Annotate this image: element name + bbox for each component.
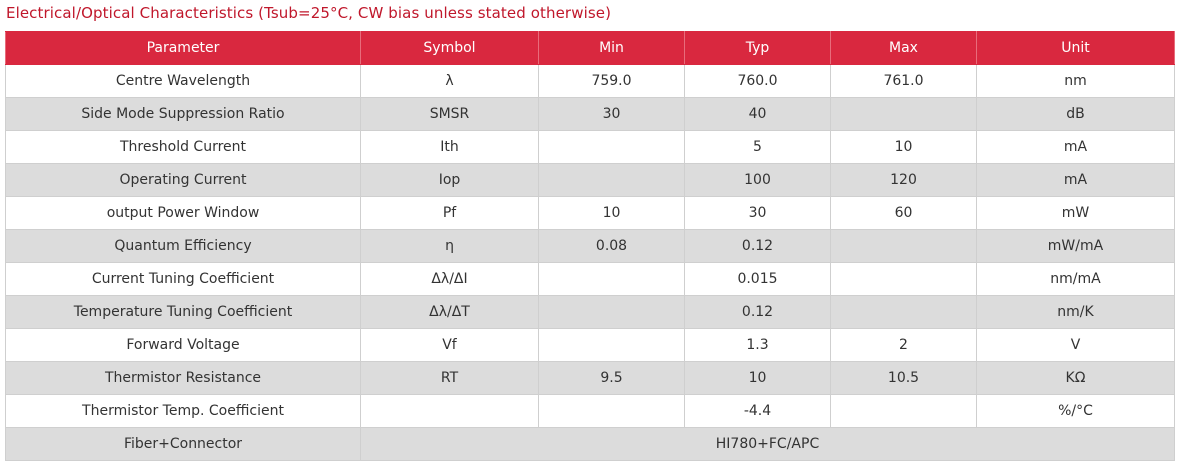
unit-cell: KΩ — [976, 361, 1175, 395]
typ-cell: 1.3 — [684, 328, 831, 362]
unit-cell: nm — [976, 64, 1175, 98]
max-cell: 2 — [830, 328, 977, 362]
unit-cell: nm/K — [976, 295, 1175, 329]
typ-cell: 10 — [684, 361, 831, 395]
min-cell — [538, 262, 685, 296]
min-cell: 10 — [538, 196, 685, 230]
min-cell — [538, 328, 685, 362]
max-cell — [830, 295, 977, 329]
min-cell — [538, 394, 685, 428]
min-cell: 759.0 — [538, 64, 685, 98]
unit-cell: dB — [976, 97, 1175, 131]
symbol-cell: SMSR — [360, 97, 539, 131]
parameter-cell: Threshold Current — [5, 130, 361, 164]
typ-cell: 0.015 — [684, 262, 831, 296]
symbol-cell: Δλ/ΔT — [360, 295, 539, 329]
characteristics-table: Parameter Symbol Min Typ Max Unit Centre… — [5, 31, 1175, 461]
min-cell — [538, 130, 685, 164]
typ-cell: 5 — [684, 130, 831, 164]
max-cell: 10.5 — [830, 361, 977, 395]
typ-cell: 40 — [684, 97, 831, 131]
min-cell: 0.08 — [538, 229, 685, 263]
fiber-connector-value: HI780+FC/APC — [360, 427, 1175, 461]
min-cell — [538, 295, 685, 329]
parameter-cell: Thermistor Resistance — [5, 361, 361, 395]
max-cell: 10 — [830, 130, 977, 164]
max-cell — [830, 394, 977, 428]
parameter-cell: Operating Current — [5, 163, 361, 197]
symbol-cell: Iop — [360, 163, 539, 197]
symbol-cell: Δλ/ΔI — [360, 262, 539, 296]
max-cell — [830, 229, 977, 263]
symbol-cell: Pf — [360, 196, 539, 230]
symbol-cell: Vf — [360, 328, 539, 362]
table-row: Forward Voltage Vf 1.3 2 V — [5, 328, 1175, 362]
unit-cell: mW — [976, 196, 1175, 230]
parameter-cell: Thermistor Temp. Coefficient — [5, 394, 361, 428]
symbol-cell: η — [360, 229, 539, 263]
typ-cell: -4.4 — [684, 394, 831, 428]
symbol-cell: RT — [360, 361, 539, 395]
max-cell: 60 — [830, 196, 977, 230]
parameter-cell: output Power Window — [5, 196, 361, 230]
typ-cell: 760.0 — [684, 64, 831, 98]
parameter-cell: Current Tuning Coefficient — [5, 262, 361, 296]
column-header-unit: Unit — [976, 31, 1175, 65]
table-row: Quantum Efficiency η 0.08 0.12 mW/mA — [5, 229, 1175, 263]
typ-cell: 30 — [684, 196, 831, 230]
typ-cell: 0.12 — [684, 229, 831, 263]
table-row: Thermistor Resistance RT 9.5 10 10.5 KΩ — [5, 361, 1175, 395]
symbol-cell: Ith — [360, 130, 539, 164]
parameter-cell: Forward Voltage — [5, 328, 361, 362]
parameter-cell: Centre Wavelength — [5, 64, 361, 98]
table-row: Centre Wavelength λ 759.0 760.0 761.0 nm — [5, 64, 1175, 98]
column-header-min: Min — [538, 31, 685, 65]
parameter-cell: Temperature Tuning Coefficient — [5, 295, 361, 329]
table-row: Side Mode Suppression Ratio SMSR 30 40 d… — [5, 97, 1175, 131]
table-header-row: Parameter Symbol Min Typ Max Unit — [5, 31, 1175, 65]
column-header-typ: Typ — [684, 31, 831, 65]
section-title: Electrical/Optical Characteristics (Tsub… — [6, 4, 612, 22]
unit-cell: V — [976, 328, 1175, 362]
typ-cell: 100 — [684, 163, 831, 197]
typ-cell: 0.12 — [684, 295, 831, 329]
column-header-max: Max — [830, 31, 977, 65]
table-row: Operating Current Iop 100 120 mA — [5, 163, 1175, 197]
column-header-parameter: Parameter — [5, 31, 361, 65]
max-cell: 120 — [830, 163, 977, 197]
symbol-cell — [360, 394, 539, 428]
unit-cell: nm/mA — [976, 262, 1175, 296]
min-cell: 30 — [538, 97, 685, 131]
parameter-cell: Fiber+Connector — [5, 427, 361, 461]
table-row: Thermistor Temp. Coefficient -4.4 %/°C — [5, 394, 1175, 428]
max-cell — [830, 262, 977, 296]
column-header-symbol: Symbol — [360, 31, 539, 65]
unit-cell: mA — [976, 163, 1175, 197]
fiber-connector-row: Fiber+Connector HI780+FC/APC — [5, 427, 1175, 461]
max-cell: 761.0 — [830, 64, 977, 98]
parameter-cell: Side Mode Suppression Ratio — [5, 97, 361, 131]
max-cell — [830, 97, 977, 131]
unit-cell: %/°C — [976, 394, 1175, 428]
min-cell — [538, 163, 685, 197]
table-row: Threshold Current Ith 5 10 mA — [5, 130, 1175, 164]
symbol-cell: λ — [360, 64, 539, 98]
table-row: Temperature Tuning Coefficient Δλ/ΔT 0.1… — [5, 295, 1175, 329]
unit-cell: mW/mA — [976, 229, 1175, 263]
unit-cell: mA — [976, 130, 1175, 164]
table-row: output Power Window Pf 10 30 60 mW — [5, 196, 1175, 230]
table-row: Current Tuning Coefficient Δλ/ΔI 0.015 n… — [5, 262, 1175, 296]
min-cell: 9.5 — [538, 361, 685, 395]
parameter-cell: Quantum Efficiency — [5, 229, 361, 263]
